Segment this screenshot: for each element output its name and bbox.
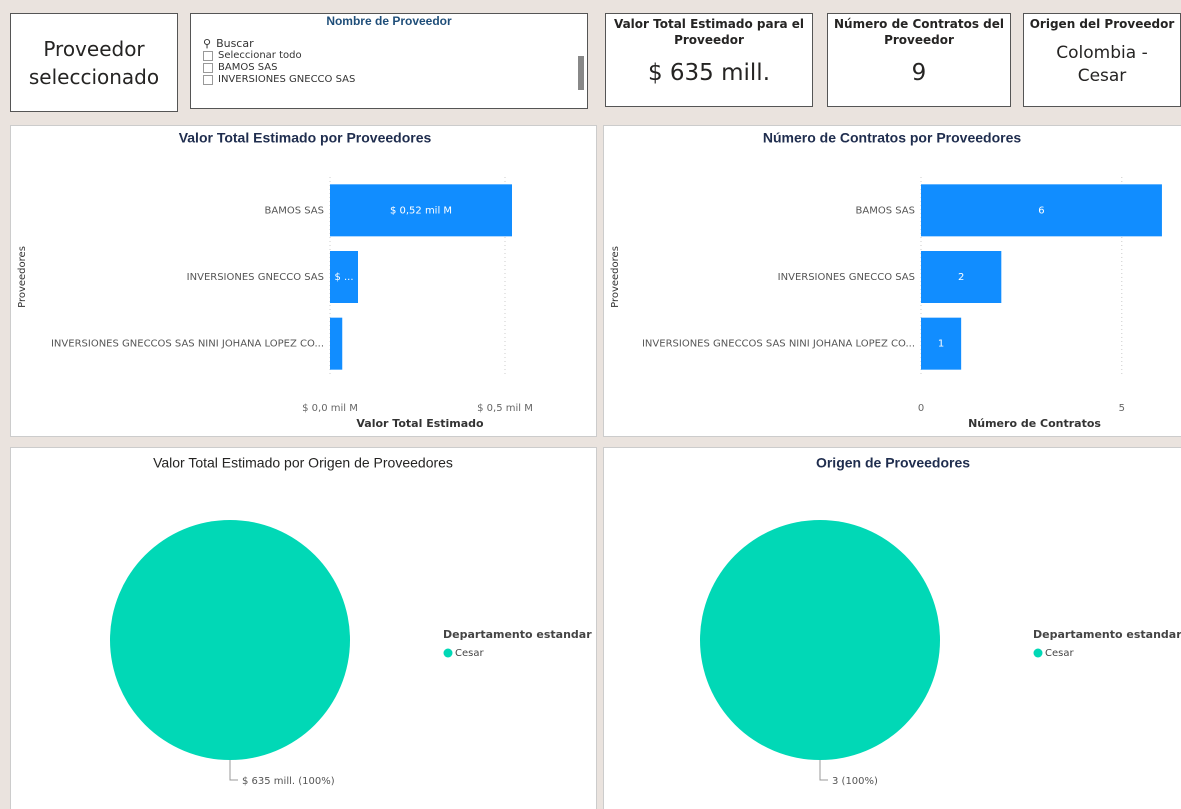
y-axis-label: Proveedores bbox=[610, 246, 621, 308]
slicer-search[interactable]: ⚲ Buscar bbox=[203, 37, 254, 50]
bar bbox=[330, 317, 343, 370]
panel bbox=[603, 447, 1181, 809]
chart-title: Valor Total Estimado por Origen de Prove… bbox=[153, 455, 453, 471]
slicer: Nombre de Proveedor ⚲ Buscar Seleccionar … bbox=[190, 13, 588, 109]
bar bbox=[921, 184, 1162, 237]
scrollbar[interactable] bbox=[578, 56, 584, 90]
data-label: $ 0,52 mil M bbox=[390, 205, 452, 216]
pie-slice bbox=[700, 520, 940, 760]
y-tick-label: BAMOS SAS bbox=[856, 205, 915, 216]
panel bbox=[10, 447, 597, 809]
kpi-card: Valor Total Estimado para el Proveedor $… bbox=[605, 13, 813, 107]
kpi-card: Origen del Proveedor Colombia - Cesar bbox=[1023, 13, 1181, 107]
slicer-item[interactable]: Seleccionar todo bbox=[203, 50, 587, 62]
slicer-item[interactable]: INVERSIONES GNECCO SAS bbox=[203, 74, 587, 86]
data-label: 1 bbox=[938, 339, 944, 350]
x-axis-label: Número de Contratos bbox=[968, 417, 1101, 430]
data-label: 2 bbox=[958, 272, 964, 283]
kpi-value: 9 bbox=[911, 60, 927, 86]
y-tick-label: BAMOS SAS bbox=[265, 205, 324, 216]
legend-title: Departamento estandar bbox=[443, 628, 592, 641]
x-tick-label: 0 bbox=[918, 403, 924, 414]
x-tick-label: $ 0,5 mil M bbox=[477, 403, 533, 414]
slicer-title: Nombre de Proveedor bbox=[326, 14, 452, 28]
data-label: $ ... bbox=[334, 272, 353, 283]
kpi-value: Colombia - Cesar bbox=[1056, 43, 1148, 86]
slicer-item-label: INVERSIONES GNECCO SAS bbox=[218, 74, 356, 85]
x-axis-label: Valor Total Estimado bbox=[356, 417, 484, 430]
y-axis-label: Proveedores bbox=[17, 246, 28, 308]
kpi-title: Origen del Proveedor bbox=[1029, 17, 1175, 31]
panel bbox=[603, 125, 1181, 437]
x-tick-label: $ 0,0 mil M bbox=[302, 403, 358, 414]
y-tick-label: INVERSIONES GNECCOS SAS NINI JOHANA LOPE… bbox=[642, 339, 915, 350]
slicer-item-label: Seleccionar todo bbox=[218, 50, 302, 61]
bar bbox=[330, 184, 512, 237]
kpi-title: Número de Contratos del Proveedor bbox=[834, 17, 1004, 47]
bar bbox=[330, 251, 358, 303]
chart-title: Número de Contratos por Proveedores bbox=[763, 130, 1021, 146]
leader-line bbox=[229, 760, 238, 781]
panel bbox=[10, 125, 597, 437]
y-tick-label: INVERSIONES GNECCO SAS bbox=[778, 272, 915, 283]
y-tick-label: INVERSIONES GNECCOS SAS NINI JOHANA LOPE… bbox=[51, 339, 324, 350]
slicer-item[interactable]: BAMOS SAS bbox=[203, 62, 587, 74]
bar bbox=[921, 317, 962, 370]
text-card-label: Proveedor seleccionado bbox=[28, 36, 160, 89]
data-label: 6 bbox=[1038, 205, 1044, 216]
legend-marker bbox=[443, 648, 453, 658]
legend-title: Departamento estandar bbox=[1033, 628, 1181, 641]
y-tick-label: INVERSIONES GNECCO SAS bbox=[187, 272, 324, 283]
search-label: Buscar bbox=[216, 37, 254, 50]
data-label: $ 635 mill. (100%) bbox=[242, 776, 335, 787]
text-card: Proveedor seleccionado bbox=[10, 13, 178, 112]
chart-title: Valor Total Estimado por Proveedores bbox=[179, 130, 432, 146]
x-tick-label: 5 bbox=[1119, 403, 1125, 414]
leader-line bbox=[819, 760, 828, 781]
legend-label: Cesar bbox=[455, 648, 484, 659]
bar bbox=[921, 251, 1002, 303]
legend-label: Cesar bbox=[1045, 648, 1074, 659]
chart-title: Origen de Proveedores bbox=[816, 455, 970, 471]
legend-marker bbox=[1033, 648, 1043, 658]
kpi-card: Número de Contratos del Proveedor 9 bbox=[827, 13, 1011, 107]
slicer-item-label: BAMOS SAS bbox=[218, 62, 278, 73]
data-label: 3 (100%) bbox=[832, 776, 878, 787]
kpi-value: $ 635 mill. bbox=[647, 60, 771, 86]
pie-slice bbox=[110, 520, 350, 760]
kpi-title: Valor Total Estimado para el Proveedor bbox=[613, 17, 805, 47]
